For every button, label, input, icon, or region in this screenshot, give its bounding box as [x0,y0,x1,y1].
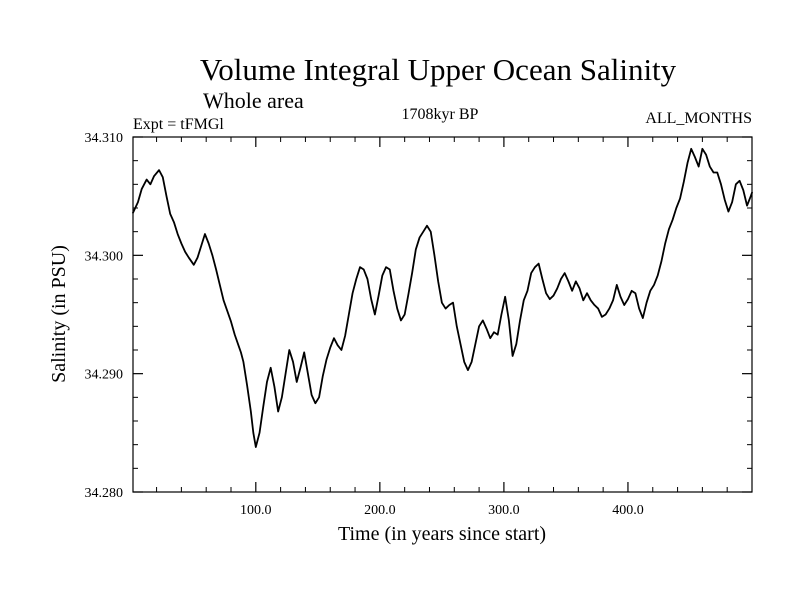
y-tick-label: 34.300 [85,249,124,264]
months-label: ALL_MONTHS [645,110,752,127]
experiment-label: Expt = tFMGl [133,116,224,133]
chart-title: Volume Integral Upper Ocean Salinity [200,52,677,87]
y-tick-label: 34.310 [85,131,124,146]
y-tick-label: 34.290 [85,368,124,383]
chart-subtitle: Whole area [203,88,304,113]
x-tick-label: 300.0 [488,503,520,518]
salinity-series-line [132,147,753,448]
plot-frame [132,136,753,493]
y-tick-label: 34.280 [85,486,124,501]
y-axis-label: Salinity (in PSU) [48,245,70,383]
x-axis-label: Time (in years since start) [338,523,546,545]
x-tick-label: 400.0 [612,503,644,518]
x-tick-label: 200.0 [364,503,396,518]
period-label: 1708kyr BP [402,106,479,123]
x-tick-label: 100.0 [240,503,272,518]
